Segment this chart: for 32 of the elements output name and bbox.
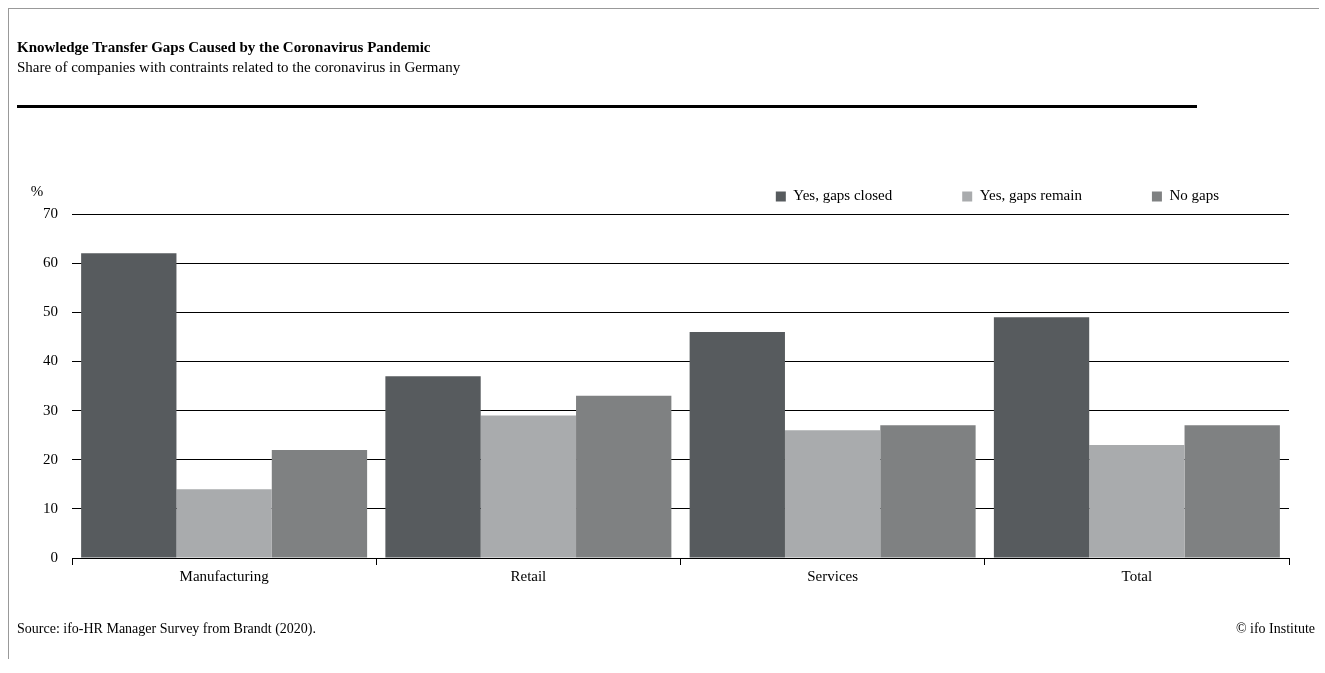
y-tick-label: 50	[43, 303, 58, 320]
bar	[993, 317, 1090, 558]
y-tick-label: 70	[43, 204, 58, 221]
y-axis-title: %	[30, 182, 44, 199]
y-tick-label: 30	[43, 401, 58, 418]
bar	[176, 489, 272, 558]
y-tick-label: 60	[43, 254, 58, 271]
bar	[784, 430, 881, 558]
x-tick-label: Total	[1121, 567, 1153, 584]
text: © ifo Institute	[1235, 621, 1315, 637]
chart-subtitle: Share of companies with contraints related to the coronavirus in Germany	[17, 59, 461, 76]
bar	[1089, 444, 1185, 558]
bar	[271, 449, 368, 558]
y-tick-label: 0	[50, 548, 58, 565]
x-tick-label: Retail	[510, 567, 547, 584]
bar	[880, 425, 976, 558]
bar	[81, 253, 177, 558]
chart-title: Knowledge Transfer Gaps Caused by the Coronavirus Pandemic	[17, 39, 431, 56]
source-note: Source: ifo-HR Manager Survey from Brandt (2020).	[17, 621, 316, 637]
bar	[689, 331, 785, 558]
bar	[1184, 425, 1280, 558]
legend-label: Yes, gaps remain	[979, 187, 1083, 204]
bar	[385, 376, 481, 558]
y-tick-label: 20	[43, 450, 58, 467]
x-tick-label: Services	[807, 567, 859, 584]
legend-label: No gaps	[1169, 187, 1220, 204]
bar	[576, 395, 672, 558]
x-tick-label: Manufacturing	[179, 567, 270, 584]
bar	[480, 415, 577, 558]
legend-label: Yes, gaps closed	[793, 187, 893, 204]
y-tick-label: 40	[43, 352, 58, 369]
y-tick-label: 10	[43, 499, 58, 516]
